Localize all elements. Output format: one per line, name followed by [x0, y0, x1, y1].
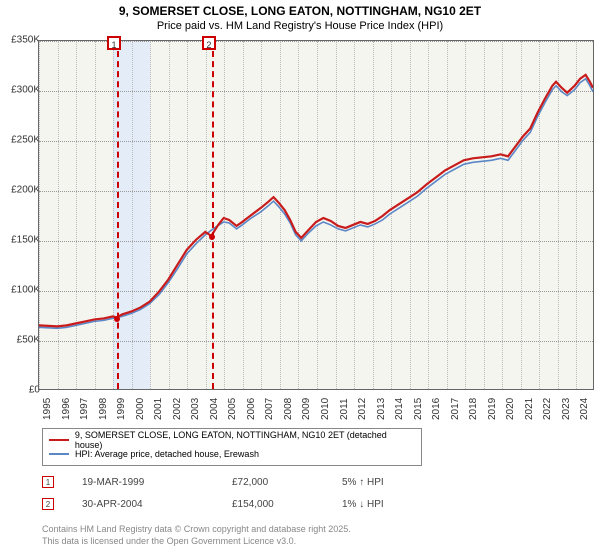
x-tick-label: 1999 — [116, 398, 127, 420]
marker-box: 1 — [107, 36, 121, 50]
attribution-line1: Contains HM Land Registry data © Crown c… — [42, 524, 351, 536]
x-tick-label: 2009 — [301, 398, 312, 420]
event-pct: 5% ↑ HPI — [342, 477, 422, 488]
legend-label: 9, SOMERSET CLOSE, LONG EATON, NOTTINGHA… — [75, 430, 415, 450]
event-row: 1 19-MAR-1999£72,0005% ↑ HPI — [42, 476, 572, 488]
series-line — [39, 75, 593, 327]
x-tick-label: 2008 — [283, 398, 294, 420]
event-row: 2 30-APR-2004£154,0001% ↓ HPI — [42, 498, 572, 510]
x-tick-label: 2001 — [153, 398, 164, 420]
x-tick-label: 2023 — [561, 398, 572, 420]
x-tick-label: 2018 — [468, 398, 479, 420]
event-date: 19-MAR-1999 — [82, 477, 232, 488]
x-tick-label: 2013 — [376, 398, 387, 420]
x-tick-label: 2006 — [246, 398, 257, 420]
legend-label: HPI: Average price, detached house, Erew… — [75, 449, 259, 459]
x-tick-label: 1995 — [42, 398, 53, 420]
attribution-line2: This data is licensed under the Open Gov… — [42, 536, 351, 548]
event-pct: 1% ↓ HPI — [342, 499, 422, 510]
x-tick-label: 2024 — [579, 398, 590, 420]
event-number-box: 1 — [42, 476, 54, 488]
legend-swatch — [49, 439, 69, 441]
marker-box: 2 — [202, 36, 216, 50]
x-tick-label: 2000 — [135, 398, 146, 420]
chart-title: 9, SOMERSET CLOSE, LONG EATON, NOTTINGHA… — [0, 0, 600, 20]
x-tick-label: 2003 — [190, 398, 201, 420]
plot-area — [38, 40, 594, 390]
x-tick-label: 2010 — [320, 398, 331, 420]
marker-line — [212, 41, 214, 389]
x-tick-label: 2022 — [542, 398, 553, 420]
marker-line — [117, 41, 119, 389]
x-tick-label: 2020 — [505, 398, 516, 420]
x-tick-label: 2021 — [524, 398, 535, 420]
legend-row: 9, SOMERSET CLOSE, LONG EATON, NOTTINGHA… — [49, 433, 415, 447]
x-tick-label: 1996 — [61, 398, 72, 420]
chart-container: 9, SOMERSET CLOSE, LONG EATON, NOTTINGHA… — [0, 0, 600, 560]
x-tick-label: 2002 — [172, 398, 183, 420]
x-tick-label: 2012 — [357, 398, 368, 420]
x-tick-label: 2014 — [394, 398, 405, 420]
attribution: Contains HM Land Registry data © Crown c… — [42, 524, 351, 547]
x-tick-label: 2015 — [413, 398, 424, 420]
x-tick-label: 2019 — [487, 398, 498, 420]
y-tick-label: £250K — [11, 135, 40, 146]
chart-subtitle: Price paid vs. HM Land Registry's House … — [0, 20, 600, 34]
series-line — [39, 79, 593, 329]
legend-swatch — [49, 453, 69, 455]
y-tick-label: £150K — [11, 235, 40, 246]
x-tick-label: 1997 — [79, 398, 90, 420]
event-price: £154,000 — [232, 499, 342, 510]
event-number-box: 2 — [42, 498, 54, 510]
y-tick-label: £300K — [11, 85, 40, 96]
x-tick-label: 2005 — [227, 398, 238, 420]
event-date: 30-APR-2004 — [82, 499, 232, 510]
x-tick-label: 2004 — [209, 398, 220, 420]
event-price: £72,000 — [232, 477, 342, 488]
legend: 9, SOMERSET CLOSE, LONG EATON, NOTTINGHA… — [42, 428, 422, 466]
x-tick-label: 2011 — [339, 398, 350, 420]
x-tick-label: 2016 — [431, 398, 442, 420]
y-tick-label: £200K — [11, 185, 40, 196]
marker-dot — [114, 316, 120, 322]
x-tick-label: 2007 — [264, 398, 275, 420]
x-tick-label: 1998 — [98, 398, 109, 420]
chart-svg — [39, 41, 593, 389]
y-tick-label: £50K — [17, 335, 40, 346]
marker-dot — [209, 234, 215, 240]
y-tick-label: £100K — [11, 285, 40, 296]
x-tick-label: 2017 — [450, 398, 461, 420]
y-tick-label: £350K — [11, 35, 40, 46]
